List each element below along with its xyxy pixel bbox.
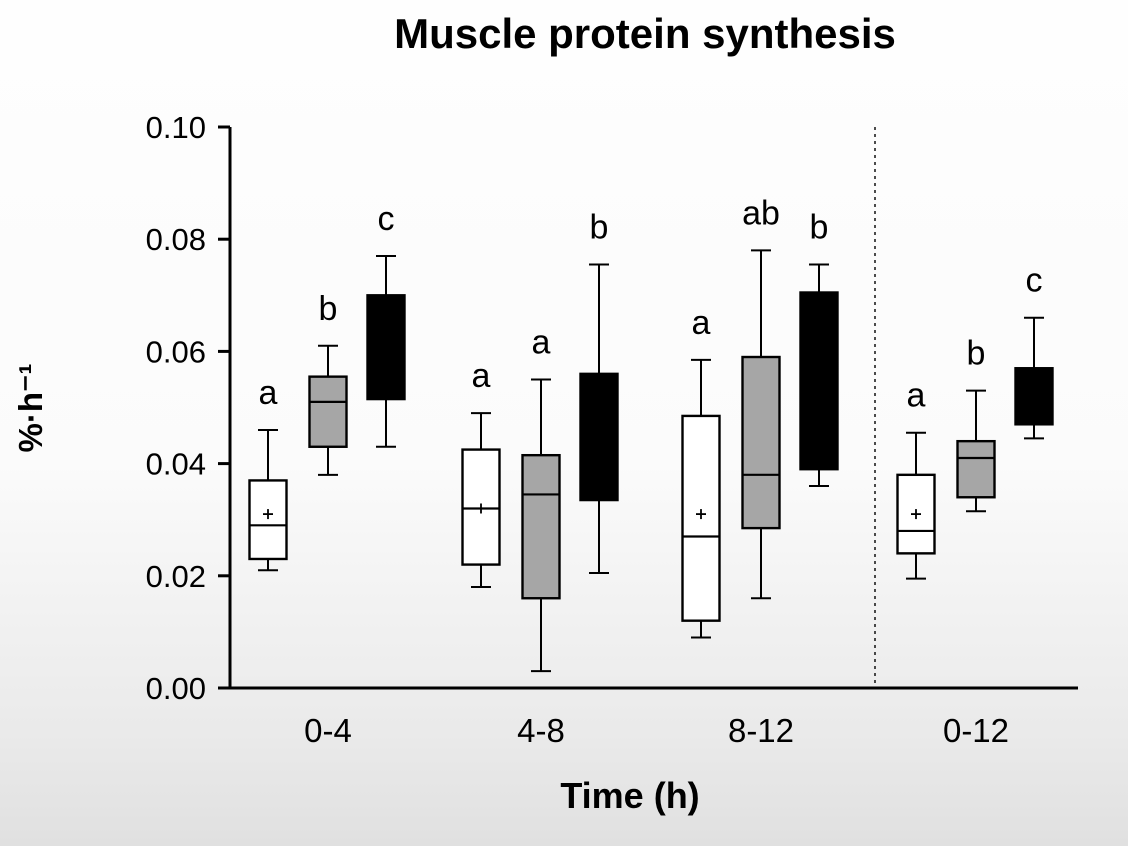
- y-tick-label-3: 0.06: [146, 334, 206, 369]
- box-black-8-12: [799, 291, 839, 471]
- chart-title: Muscle protein synthesis: [394, 10, 896, 57]
- y-tick-label-1: 0.02: [146, 559, 206, 594]
- significance-letter-white-0-4: a: [259, 374, 278, 412]
- box-gray-0-12: [956, 439, 996, 499]
- y-tick-label-5: 0.10: [146, 110, 206, 145]
- significance-letter-black-0-12: c: [1026, 262, 1043, 300]
- box-gray-0-4: [308, 375, 348, 448]
- significance-letter-gray-0-12: b: [967, 335, 986, 373]
- category-label-4-8: 4-8: [517, 712, 565, 749]
- category-label-0-12: 0-12: [943, 712, 1009, 749]
- box-gray-4-8: [521, 453, 561, 600]
- y-tick-label-2: 0.04: [146, 447, 206, 482]
- box-white-0-4: [248, 479, 288, 561]
- box-black-0-4: [366, 294, 406, 401]
- y-tick-label-4: 0.08: [146, 222, 206, 257]
- significance-letter-black-0-4: c: [378, 200, 395, 238]
- box-black-4-8: [579, 372, 619, 502]
- significance-letter-gray-0-4: b: [319, 290, 338, 328]
- significance-letter-white-4-8: a: [472, 357, 491, 395]
- y-tick-label-0: 0.00: [146, 671, 206, 706]
- category-label-0-4: 0-4: [304, 712, 352, 749]
- x-axis-label: Time (h): [560, 775, 699, 816]
- box-black-0-12: [1014, 367, 1054, 426]
- y-axis-label: %·h⁻¹: [12, 364, 49, 453]
- category-label-8-12: 8-12: [728, 712, 794, 749]
- significance-letter-white-8-12: a: [692, 304, 711, 342]
- significance-letter-black-4-8: b: [590, 208, 609, 246]
- box-gray-8-12: [741, 355, 781, 530]
- significance-letter-black-8-12: b: [810, 208, 829, 246]
- significance-letter-gray-4-8: a: [532, 323, 551, 361]
- significance-letter-white-0-12: a: [907, 377, 926, 415]
- significance-letter-gray-8-12: ab: [742, 194, 780, 232]
